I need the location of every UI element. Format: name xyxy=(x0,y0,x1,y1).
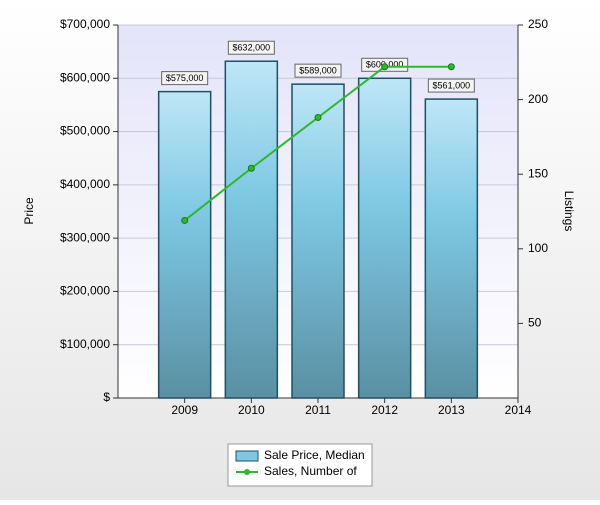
y-tick-label: $700,000 xyxy=(60,17,110,31)
y-tick-label: $600,000 xyxy=(60,70,110,84)
y-tick-label: $ xyxy=(103,390,110,404)
x-tick-label: 2009 xyxy=(171,403,198,417)
line-marker xyxy=(381,63,389,71)
y2-tick-label: 50 xyxy=(528,316,542,330)
y2-axis-title: Listings xyxy=(562,191,576,232)
value-label: $589,000 xyxy=(299,66,337,76)
legend-swatch xyxy=(244,469,250,475)
y-tick-label: $500,000 xyxy=(60,124,110,138)
bar xyxy=(224,60,279,399)
value-label-box xyxy=(161,71,209,86)
line-marker xyxy=(181,216,189,224)
y-tick-label: $100,000 xyxy=(60,337,110,351)
value-label: $632,000 xyxy=(233,43,271,53)
line-marker xyxy=(314,114,322,122)
x-tick-label: 2010 xyxy=(238,403,265,417)
value-label: $575,000 xyxy=(166,73,204,83)
y-tick-label: $200,000 xyxy=(60,284,110,298)
y-tick-label: $400,000 xyxy=(60,177,110,191)
line-marker xyxy=(447,63,455,71)
y2-tick-label: 100 xyxy=(528,241,548,255)
value-label-box xyxy=(227,40,275,55)
bar xyxy=(357,77,412,399)
legend-swatch xyxy=(235,450,259,462)
legend-label: Sales, Number of xyxy=(264,464,357,478)
value-label-box xyxy=(427,78,475,93)
x-tick-label: 2012 xyxy=(371,403,398,417)
legend-label: Sale Price, Median xyxy=(264,448,365,462)
bar xyxy=(157,90,212,399)
value-label: $561,000 xyxy=(433,80,471,90)
y-axis-title: Price xyxy=(22,197,36,225)
bar xyxy=(291,83,345,399)
y-tick-label: $300,000 xyxy=(60,230,110,244)
line-marker xyxy=(247,164,255,172)
y2-tick-label: 250 xyxy=(528,17,548,31)
y2-tick-label: 200 xyxy=(528,92,548,106)
bar xyxy=(424,98,479,399)
y2-tick-label: 150 xyxy=(528,166,548,180)
value-label-box xyxy=(294,63,342,78)
x-tick-label: 2013 xyxy=(438,403,465,417)
x-tick-label: 2014 xyxy=(505,403,532,417)
x-tick-label: 2011 xyxy=(305,403,331,417)
